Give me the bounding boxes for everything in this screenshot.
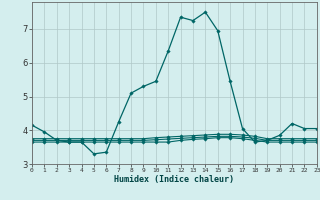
X-axis label: Humidex (Indice chaleur): Humidex (Indice chaleur) [115,175,234,184]
